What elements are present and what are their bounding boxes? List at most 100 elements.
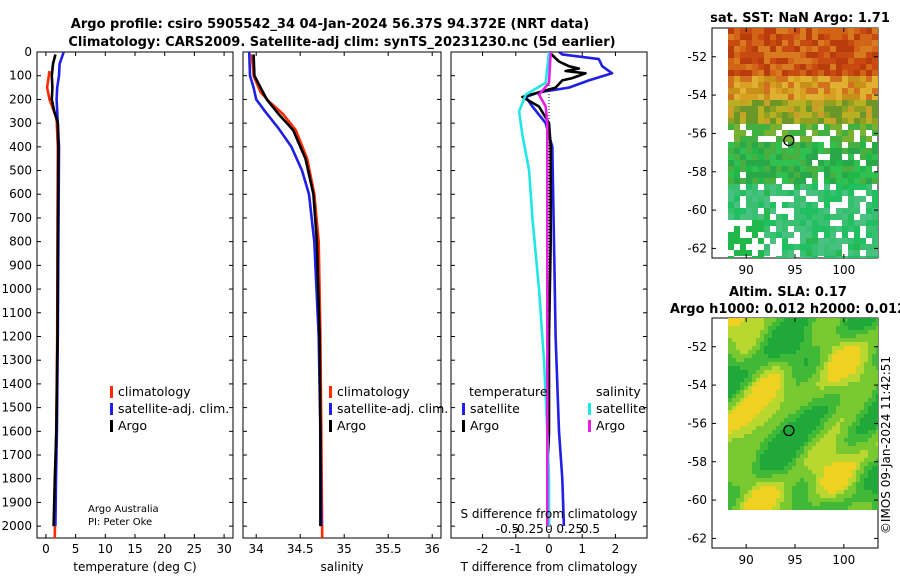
sla-cell bbox=[868, 342, 872, 346]
sst-cell bbox=[818, 160, 824, 166]
sla-cell bbox=[840, 430, 844, 434]
sst-cell bbox=[740, 34, 746, 40]
sla-cell bbox=[860, 450, 864, 454]
sst-cell bbox=[830, 64, 836, 70]
sla-cell bbox=[756, 434, 760, 438]
sst-cell bbox=[860, 130, 866, 136]
sla-cell bbox=[840, 478, 844, 482]
sla-cell bbox=[812, 358, 816, 362]
sla-cell bbox=[844, 494, 848, 498]
sla-cell bbox=[824, 330, 828, 334]
sst-cell bbox=[824, 124, 830, 130]
sla-cell bbox=[868, 502, 872, 506]
sla-cell bbox=[772, 358, 776, 362]
sla-cell bbox=[788, 482, 792, 486]
sst-cell bbox=[788, 166, 794, 172]
sla-cell bbox=[852, 454, 856, 458]
sla-cell bbox=[872, 354, 876, 358]
sla-cell bbox=[792, 446, 796, 450]
sla-cell bbox=[844, 318, 848, 322]
sst-cell bbox=[818, 226, 824, 232]
sst-cell bbox=[752, 172, 758, 178]
sst-cell bbox=[728, 64, 734, 70]
sst-cell bbox=[764, 214, 770, 220]
sst-cell bbox=[836, 178, 842, 184]
sla-cell bbox=[876, 374, 878, 378]
sst-cell bbox=[734, 178, 740, 184]
sst-cell bbox=[812, 94, 818, 100]
sla-cell bbox=[768, 342, 772, 346]
sla-cell bbox=[856, 386, 860, 390]
sla-cell bbox=[756, 486, 760, 490]
sst-cell bbox=[842, 226, 848, 232]
sla-cell bbox=[876, 482, 878, 486]
sst-cell bbox=[752, 70, 758, 76]
sst-cell bbox=[872, 64, 878, 70]
sla-cell bbox=[756, 450, 760, 454]
sla-cell bbox=[872, 442, 876, 446]
sst-cell bbox=[824, 250, 830, 256]
sla-cell bbox=[852, 486, 856, 490]
sst-cell bbox=[800, 136, 806, 142]
sla-cell bbox=[784, 402, 788, 406]
sla-cell bbox=[852, 406, 856, 410]
sla-cell bbox=[864, 338, 868, 342]
sst-cell bbox=[794, 118, 800, 124]
sla-cell bbox=[872, 486, 876, 490]
sla-cell bbox=[800, 422, 804, 426]
sst-cell bbox=[872, 154, 878, 160]
sla-cell bbox=[800, 394, 804, 398]
sla-cell bbox=[736, 362, 740, 366]
sla-cell bbox=[732, 398, 736, 402]
sla-cell bbox=[728, 414, 732, 418]
sst-cell bbox=[782, 220, 788, 226]
sst-cell bbox=[782, 244, 788, 250]
sla-cell bbox=[816, 338, 820, 342]
sla-cell bbox=[864, 438, 868, 442]
sst-cell bbox=[758, 64, 764, 70]
sla-cell bbox=[820, 330, 824, 334]
sla-cell bbox=[784, 478, 788, 482]
sla-cell bbox=[788, 414, 792, 418]
sla-cell bbox=[856, 414, 860, 418]
sst-cell bbox=[776, 100, 782, 106]
sla-cell bbox=[820, 414, 824, 418]
sla-cell bbox=[768, 450, 772, 454]
sla-cell bbox=[856, 462, 860, 466]
sla-cell bbox=[840, 446, 844, 450]
sst-cell bbox=[812, 106, 818, 112]
sst-cell bbox=[770, 130, 776, 136]
sla-cell bbox=[776, 426, 780, 430]
sla-cell bbox=[736, 358, 740, 362]
sst-cell bbox=[818, 148, 824, 154]
sla-cell bbox=[820, 362, 824, 366]
sst-cell bbox=[830, 136, 836, 142]
sla-cell bbox=[856, 334, 860, 338]
sla-cell bbox=[856, 466, 860, 470]
sst-cell bbox=[848, 172, 854, 178]
sla-cell bbox=[776, 422, 780, 426]
sla-cell bbox=[816, 422, 820, 426]
sst-cell bbox=[866, 226, 872, 232]
sla-cell bbox=[784, 462, 788, 466]
sst-cell bbox=[860, 94, 866, 100]
sst-cell bbox=[752, 130, 758, 136]
sla-cell bbox=[764, 322, 768, 326]
sla-cell bbox=[728, 374, 732, 378]
salinity-legend: climatology satellite-adj. clim. Argo bbox=[329, 384, 448, 433]
sst-cell bbox=[734, 190, 740, 196]
sla-cell bbox=[812, 490, 816, 494]
sla-cell bbox=[856, 322, 860, 326]
sla-cell bbox=[848, 366, 852, 370]
sst-cell bbox=[872, 250, 878, 256]
sla-cell bbox=[744, 382, 748, 386]
sla-cell bbox=[808, 394, 812, 398]
temperature-axes bbox=[36, 51, 234, 539]
sla-cell bbox=[732, 414, 736, 418]
sla-cell bbox=[748, 470, 752, 474]
sla-cell bbox=[876, 382, 878, 386]
sla-cell bbox=[856, 438, 860, 442]
sst-cell bbox=[794, 46, 800, 52]
sla-cell bbox=[816, 354, 820, 358]
sst-cell bbox=[746, 190, 752, 196]
